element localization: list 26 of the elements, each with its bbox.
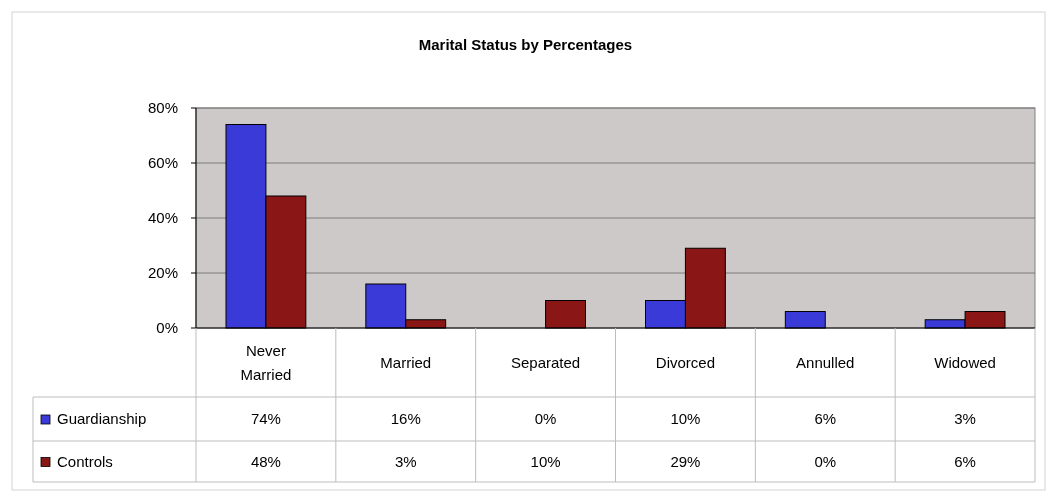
data-label: 6% bbox=[954, 452, 976, 470]
y-tick-label: 60% bbox=[147, 154, 178, 172]
data-label: 74% bbox=[250, 410, 281, 428]
x-tick-label: Separated bbox=[510, 353, 581, 371]
data-label: 10% bbox=[670, 410, 701, 428]
y-tick-label: 80% bbox=[147, 99, 178, 117]
x-tick-label: Never Married bbox=[240, 341, 292, 383]
y-tick-label: 40% bbox=[147, 209, 178, 227]
data-label: 3% bbox=[394, 452, 417, 470]
data-label: 48% bbox=[250, 452, 281, 470]
data-label: 10% bbox=[530, 452, 561, 470]
y-tick-label: 20% bbox=[147, 264, 178, 282]
data-label: 3% bbox=[954, 410, 976, 428]
data-label: 16% bbox=[390, 410, 421, 428]
data-label: 0% bbox=[814, 452, 837, 470]
chart-title: Marital Status by Percentages bbox=[418, 36, 633, 53]
data-label: 0% bbox=[534, 410, 557, 428]
legend-label: Controls bbox=[57, 452, 113, 470]
x-tick-label: Divorced bbox=[655, 353, 716, 371]
y-tick-label: 0% bbox=[156, 319, 178, 337]
x-tick-label: Married bbox=[380, 353, 432, 371]
x-tick-label: Widowed bbox=[934, 353, 996, 371]
data-label: 29% bbox=[670, 452, 701, 470]
x-tick-label: Annulled bbox=[796, 353, 855, 371]
legend-label: Guardianship bbox=[57, 410, 147, 428]
data-label: 6% bbox=[814, 410, 837, 428]
